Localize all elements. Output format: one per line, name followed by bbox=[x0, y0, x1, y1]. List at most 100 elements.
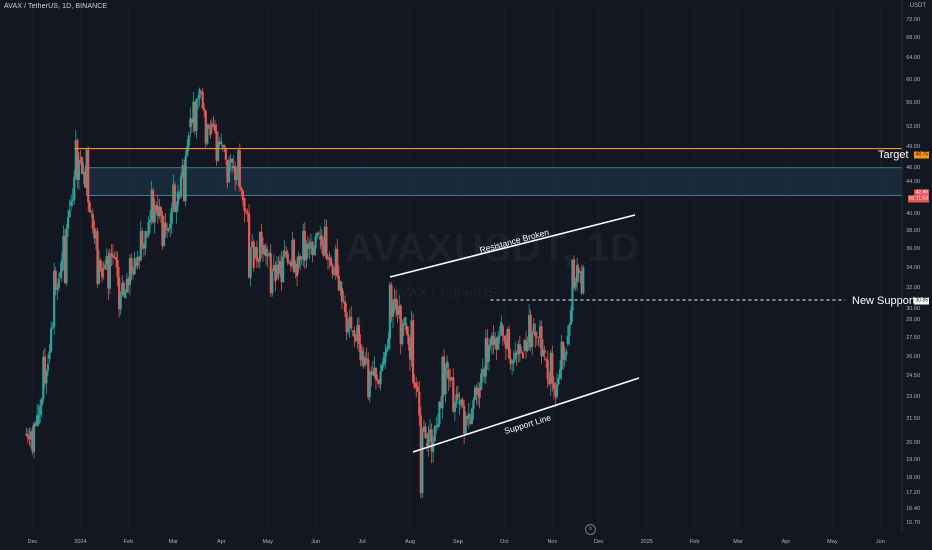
candle-body bbox=[405, 326, 409, 335]
candle-body bbox=[300, 258, 303, 260]
candle-body bbox=[478, 387, 481, 398]
candle-body bbox=[101, 268, 104, 278]
candle-body bbox=[528, 314, 531, 343]
time-tick-label: Mar bbox=[733, 539, 743, 545]
candle-body bbox=[142, 244, 145, 249]
candle-body bbox=[493, 338, 497, 345]
candle-body bbox=[484, 337, 487, 377]
candle-body bbox=[316, 232, 319, 237]
candle-body bbox=[268, 253, 271, 256]
candle-body bbox=[413, 382, 416, 388]
candle-body bbox=[543, 349, 546, 354]
candle-body bbox=[546, 359, 549, 380]
watermark-name: AVAX / TetherUS bbox=[392, 284, 498, 300]
candle-body bbox=[390, 284, 393, 317]
candle-body bbox=[204, 110, 207, 144]
candle-body bbox=[580, 271, 583, 294]
price-tick-label: 52.00 bbox=[906, 124, 920, 131]
candle-body bbox=[110, 253, 113, 256]
candle-body bbox=[193, 101, 197, 131]
candle-body bbox=[515, 352, 518, 355]
candle-body bbox=[370, 371, 373, 376]
candle-body bbox=[333, 274, 336, 276]
candle-body bbox=[189, 118, 192, 128]
candle-body bbox=[59, 271, 62, 278]
candle-body bbox=[155, 205, 158, 211]
candle-body bbox=[118, 276, 121, 310]
candle-body bbox=[192, 101, 195, 124]
candle-body bbox=[532, 323, 535, 334]
candle-body bbox=[255, 247, 258, 261]
candle-body bbox=[442, 356, 446, 395]
time-tick-label: May bbox=[827, 539, 838, 545]
candle-body bbox=[217, 141, 220, 161]
candle-body bbox=[54, 270, 57, 291]
candle-body bbox=[558, 369, 562, 379]
time-tick-label: Aug bbox=[405, 539, 415, 545]
candle-body bbox=[285, 251, 288, 255]
candle-body bbox=[48, 351, 51, 360]
candle-body bbox=[342, 301, 345, 303]
candle-body bbox=[388, 284, 391, 339]
candle-body bbox=[577, 267, 580, 274]
price-tick-label: 16.40 bbox=[906, 506, 920, 513]
candle-body bbox=[79, 159, 82, 163]
price-tick-label: 56.00 bbox=[906, 99, 920, 106]
candle-body bbox=[302, 230, 305, 259]
candle-body bbox=[458, 400, 461, 405]
candle-body bbox=[501, 326, 504, 336]
candle-body bbox=[569, 310, 573, 325]
candle-body bbox=[520, 352, 523, 354]
candle-body bbox=[421, 430, 424, 494]
candle-body bbox=[326, 258, 330, 260]
support-trendline[interactable] bbox=[412, 377, 640, 453]
time-tick-label: 2024 bbox=[74, 539, 87, 545]
timezone-icon[interactable]: ⚙ bbox=[585, 524, 596, 535]
candle-body bbox=[175, 205, 178, 213]
price-tick-label: 46.00 bbox=[906, 164, 920, 171]
candle-body bbox=[424, 426, 427, 439]
candle-body bbox=[575, 265, 579, 283]
candle-body bbox=[582, 267, 585, 294]
candle-body bbox=[394, 298, 398, 310]
currency-label: USDT bbox=[909, 3, 926, 9]
candle-body bbox=[356, 325, 359, 341]
candle-body bbox=[359, 343, 362, 361]
candle-body bbox=[345, 312, 348, 332]
candle-body bbox=[28, 437, 31, 440]
candle-body bbox=[360, 350, 364, 361]
candle-body bbox=[53, 270, 56, 328]
candle-body bbox=[512, 359, 515, 363]
resistance-trendline[interactable] bbox=[389, 214, 636, 278]
candle-body bbox=[243, 197, 246, 212]
candle-body bbox=[433, 426, 436, 442]
candle-body bbox=[373, 367, 376, 377]
candle-body bbox=[60, 260, 63, 272]
time-tick-label: Apr bbox=[781, 539, 791, 545]
candle-body bbox=[337, 275, 340, 291]
candle-body bbox=[419, 415, 422, 494]
candle-body bbox=[303, 230, 306, 261]
support-price-tag: 30.85 bbox=[914, 297, 929, 305]
time-tick-label: Mar bbox=[168, 539, 179, 545]
candle-body bbox=[218, 141, 221, 145]
candle-body bbox=[161, 214, 164, 246]
candle-body bbox=[469, 419, 472, 424]
candle-body bbox=[447, 369, 450, 380]
candle-body bbox=[176, 191, 180, 206]
candle-body bbox=[294, 263, 297, 273]
candle-body bbox=[80, 157, 84, 175]
candle-body bbox=[422, 426, 426, 431]
candle-body bbox=[158, 207, 161, 217]
price-tick-label: 44.00 bbox=[906, 179, 920, 186]
candle-body bbox=[271, 271, 274, 294]
candle-body bbox=[374, 367, 378, 380]
candle-body bbox=[464, 415, 467, 434]
candle-body bbox=[282, 256, 285, 283]
candle-body bbox=[322, 245, 325, 256]
candle-body bbox=[350, 316, 353, 329]
candle-body bbox=[144, 230, 147, 249]
candle-body bbox=[535, 336, 538, 338]
